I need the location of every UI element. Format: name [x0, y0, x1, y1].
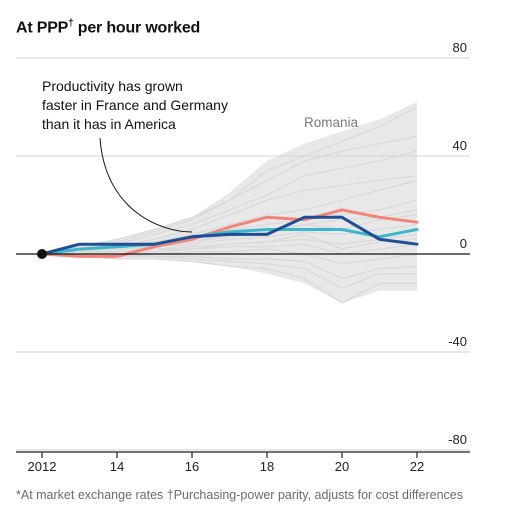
series-line-france	[40, 208, 419, 258]
range-band-area	[42, 102, 417, 303]
band-label: Romania	[304, 115, 359, 130]
series-line-germany	[40, 228, 419, 256]
y-tick-label-5: -80	[448, 432, 467, 447]
footnote: *At market exchange rates †Purchasing-po…	[16, 488, 463, 502]
x-tick-label-4: 18	[260, 459, 274, 474]
axes: 2012 14 16 18 20 22 80 40 0 -40 -80	[16, 40, 470, 474]
annotation: Productivity has grown faster in France a…	[42, 78, 359, 233]
y-tick-label-2: 40	[453, 138, 467, 153]
chart-title: At PPP† per hour worked	[16, 18, 201, 37]
y-tick-label-3: 0	[460, 236, 467, 251]
other-line-10	[41, 243, 418, 258]
other-line-15	[41, 233, 418, 255]
grid	[16, 57, 470, 451]
y-tick-label-1: 80	[453, 40, 467, 55]
annotation-line-2: faster in France and Germany	[42, 97, 228, 113]
highlighted-series	[40, 208, 419, 258]
start-point	[37, 249, 47, 259]
other-line-3	[41, 150, 418, 255]
x-tick-label-3: 16	[185, 459, 199, 474]
x-tick-label-6: 22	[410, 459, 424, 474]
annotation-line-3: than it has in America	[42, 116, 176, 132]
x-tick-label-5: 20	[335, 459, 349, 474]
other-line-14	[41, 253, 417, 304]
annotation-line-1: Productivity has grown	[42, 78, 183, 94]
x-tick-label-2: 14	[110, 459, 124, 474]
series-line-america	[40, 215, 419, 256]
x-tick-label-1: 2012	[28, 459, 57, 474]
y-tick-label-4: -40	[448, 334, 467, 349]
range-band	[42, 102, 417, 303]
other-line-2	[41, 135, 418, 255]
annotation-pointer	[99, 137, 193, 233]
